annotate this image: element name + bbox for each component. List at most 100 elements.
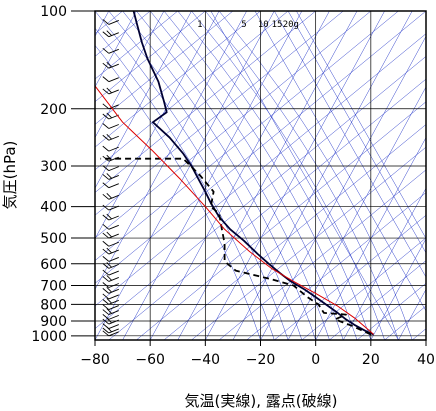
mixing-ratio-labels: 1 5 10 15 20g: [197, 20, 299, 30]
wind-barb-flag: [102, 103, 110, 110]
wind-barb: [108, 324, 119, 330]
dry-adiabat-line: [384, 305, 426, 340]
wind-barb: [108, 319, 119, 325]
x-axis-ticks: −80 −60 −40 −20 0 20 40: [80, 340, 435, 368]
y-tick-label: 900: [40, 314, 67, 330]
moist-adiabat-line: [108, 11, 303, 340]
x-tick-label: 20: [362, 352, 380, 368]
wind-barb: [108, 328, 119, 334]
wind-barb-flag: [106, 133, 113, 140]
wind-barb: [108, 288, 119, 294]
isotherm-line: [260, 35, 426, 340]
wind-barb: [108, 48, 119, 54]
wind-barb-flag: [106, 173, 113, 179]
wind-barb-flag: [106, 298, 113, 304]
wind-barb: [108, 277, 119, 282]
moist-adiabat-line: [150, 11, 344, 340]
dry-adiabat-line: [329, 260, 426, 340]
wind-barb: [108, 32, 119, 38]
wind-barb-flag: [102, 282, 110, 288]
wind-barb-flag: [102, 263, 110, 269]
wind-barb-flag: [102, 318, 110, 325]
dry-adiabat-line: [95, 11, 261, 148]
mixing-ratio-line: [287, 11, 426, 254]
mixing-ratio-line: [274, 11, 426, 278]
moist-adiabat-line: [136, 11, 330, 340]
y-tick-label: 800: [40, 297, 67, 313]
wind-barb-flag: [102, 113, 110, 120]
wind-barb-flag: [106, 213, 113, 220]
mixing-ratio-label: 15: [272, 20, 283, 30]
y-tick-label: 200: [40, 102, 67, 118]
isotherm-line: [95, 11, 165, 139]
wind-barb-flag: [102, 19, 110, 25]
wind-barb-flag: [102, 248, 110, 255]
wind-barb: [108, 283, 119, 288]
wind-barb-flag: [106, 262, 113, 268]
wind-barb-flag: [102, 165, 110, 171]
wind-barb-flag: [106, 61, 113, 68]
isotherm-line: [95, 11, 220, 240]
dry-adiabat-line: [136, 101, 426, 340]
wind-barb-flag: [106, 87, 113, 94]
y-axis-label: 気圧(hPa): [1, 141, 19, 210]
wind-barb-flag: [102, 88, 110, 95]
mixing-ratio-label: 20g: [283, 20, 299, 30]
wind-barb-flag: [102, 256, 110, 262]
moist-adiabat-line: [95, 11, 289, 340]
wind-barb: [108, 263, 119, 269]
dewpoint-profile-line: [100, 157, 372, 336]
wind-barb: [108, 305, 119, 310]
dry-adiabat-line: [95, 11, 178, 80]
wind-barb: [108, 104, 119, 110]
moist-adiabat-line: [218, 11, 413, 340]
wind-barb-flag: [106, 231, 113, 238]
wind-barb-flag: [106, 326, 113, 333]
wind-barb: [108, 249, 119, 255]
wind-barb-flag: [102, 293, 110, 300]
y-tick-label: 700: [40, 279, 67, 295]
dry-adiabat-line: [95, 11, 371, 239]
wind-barb-flag: [106, 308, 113, 314]
wind-barbs: [102, 11, 119, 337]
wind-barb: [108, 331, 119, 337]
isotherm-line: [425, 339, 426, 340]
wind-barb: [108, 256, 119, 262]
wind-barb-flag: [102, 134, 110, 141]
moist-adiabat-line: [163, 11, 358, 340]
temperature-profile-line: [132, 11, 374, 336]
x-tick-label: −20: [246, 352, 276, 368]
wind-barb: [108, 124, 119, 129]
x-tick-label: −80: [80, 352, 110, 368]
wind-barb-flag: [106, 317, 113, 324]
wind-barb-flag: [102, 304, 110, 310]
wind-barb-flag: [102, 214, 110, 221]
wind-barb-flag: [102, 123, 110, 129]
wind-barb-flag: [106, 112, 113, 119]
wind-barb: [108, 166, 119, 172]
wind-barb-flag: [102, 327, 110, 334]
wind-barb-flag: [102, 62, 110, 69]
dry-adiabat-line: [95, 11, 344, 216]
y-tick-label: 400: [40, 200, 67, 216]
wind-barb: [108, 77, 119, 83]
isotherm-line: [315, 137, 426, 340]
wind-barb: [108, 63, 119, 69]
wind-barb-flag: [106, 247, 113, 254]
dry-adiabat-line: [301, 237, 426, 340]
wind-barb-flag: [102, 204, 110, 211]
wind-barb-flag: [102, 276, 110, 282]
wind-barb: [108, 299, 119, 305]
moist-adiabat-line: [205, 11, 399, 340]
mixing-ratio-line: [296, 11, 426, 239]
wind-barb-flag: [106, 275, 113, 281]
y-tick-label: 1000: [31, 329, 67, 345]
dry-adiabat-line: [412, 328, 426, 340]
wind-barb-flag: [102, 47, 110, 54]
wind-barb: [108, 175, 119, 180]
wind-barb: [108, 215, 119, 221]
wind-barb-flag: [102, 232, 110, 239]
profiles: [95, 11, 374, 336]
wind-barb: [108, 241, 119, 247]
